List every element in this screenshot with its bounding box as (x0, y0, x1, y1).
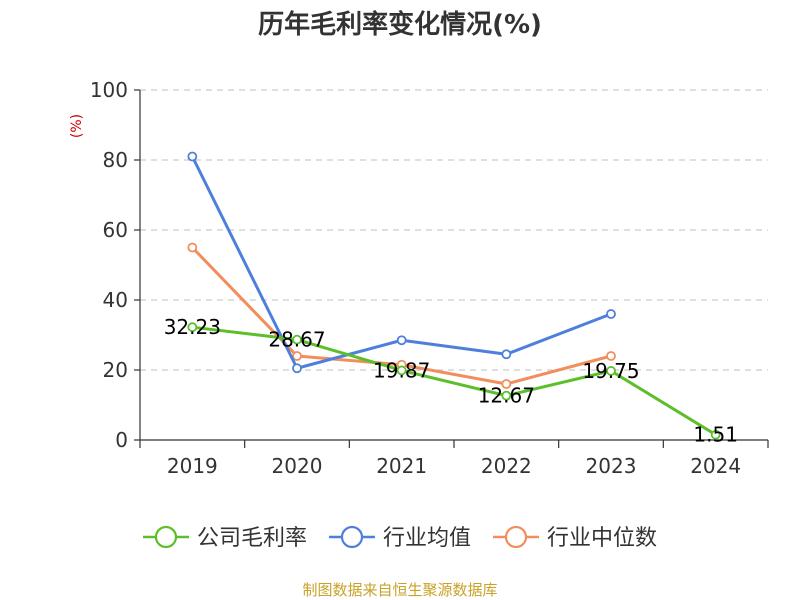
legend-label: 行业均值 (383, 526, 471, 551)
data-point[interactable] (187, 151, 198, 162)
data-label: 28.67 (268, 328, 325, 352)
data-label: 1.51 (693, 423, 738, 447)
y-tick-label: 0 (115, 428, 128, 452)
data-point[interactable] (292, 334, 302, 345)
legend-marker-icon (504, 525, 528, 549)
data-point[interactable] (501, 349, 512, 360)
legend-item[interactable]: 行业均值 (328, 525, 471, 551)
legend-item[interactable]: 公司毛利率 (142, 525, 307, 551)
x-tick-label: 2019 (167, 454, 218, 478)
chart-title: 历年毛利率变化情况(%) (258, 9, 542, 40)
data-point[interactable] (292, 363, 302, 374)
legend-label: 公司毛利率 (197, 526, 307, 551)
data-point[interactable] (606, 351, 616, 361)
x-tick-label: 2024 (690, 454, 741, 478)
y-axis-label: (%) (69, 114, 85, 138)
y-tick-label: 80 (103, 148, 128, 172)
data-label: 19.75 (582, 359, 639, 383)
data-point[interactable] (396, 335, 407, 346)
data-point[interactable] (606, 365, 616, 376)
data-label: 32.23 (164, 315, 221, 339)
data-point[interactable] (606, 309, 616, 319)
data-point[interactable] (292, 351, 302, 361)
legend-marker-icon (154, 525, 178, 549)
y-tick-label: 40 (103, 288, 128, 312)
y-tick-label: 20 (103, 358, 128, 382)
data-labels: 32.23 28.67 19.87 12.67 19.75 1.51 (164, 315, 738, 447)
series-group (187, 151, 721, 440)
legend-item[interactable]: 行业中位数 (493, 525, 657, 551)
series-line (192, 325, 717, 436)
data-label: 12.67 (478, 384, 535, 408)
y-tick-label: 60 (103, 218, 128, 242)
axes: 0 20 40 60 80 100 2019 2020 2021 2022 2023 2024 (90, 78, 769, 478)
x-tick-label: 2020 (272, 454, 323, 478)
legend-label: 行业中位数 (547, 526, 657, 551)
x-tick-label: 2023 (586, 454, 637, 478)
data-point[interactable] (396, 365, 407, 376)
data-point[interactable] (187, 242, 198, 253)
data-point[interactable] (187, 322, 198, 333)
gridlines (140, 89, 768, 371)
data-point[interactable] (501, 390, 512, 401)
data-point[interactable] (501, 379, 512, 389)
data-point[interactable] (710, 429, 721, 440)
data-label: 19.87 (373, 358, 430, 382)
legend[interactable]: 公司毛利率 行业均值 行业中位数 (142, 525, 657, 551)
x-tick-label: 2022 (481, 454, 532, 478)
source-note: 制图数据来自恒生聚源数据库 (302, 581, 497, 599)
x-tick-label: 2021 (376, 454, 427, 478)
y-tick-label: 100 (90, 78, 128, 102)
legend-marker-icon (340, 525, 364, 549)
